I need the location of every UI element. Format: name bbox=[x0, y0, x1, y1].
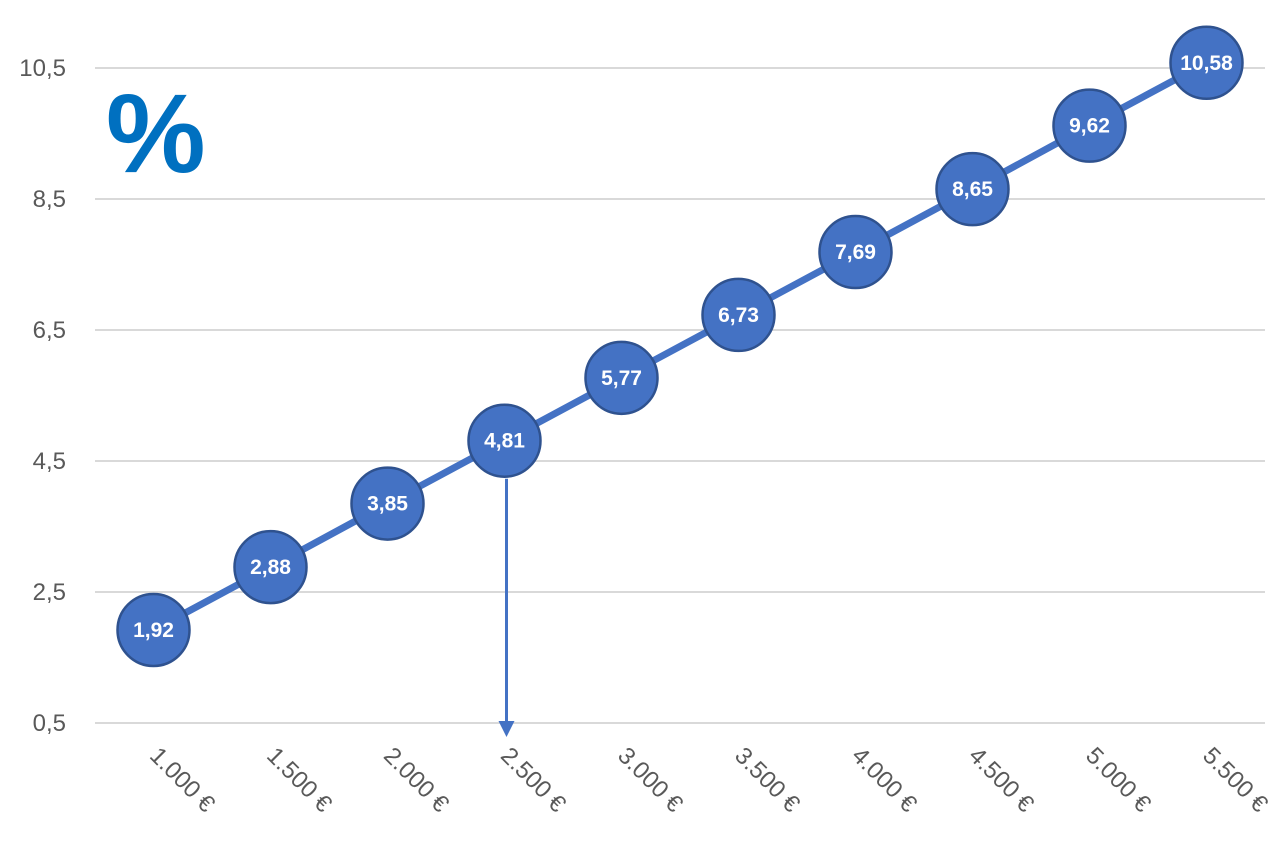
y-axis-ticks: 0,5 2,5 4,5 6,5 8,5 10,5 bbox=[19, 55, 66, 737]
data-point bbox=[233, 529, 308, 605]
x-tick-label: 2.000 € bbox=[378, 742, 454, 818]
data-point bbox=[584, 340, 659, 416]
data-label: 3,85 bbox=[367, 493, 408, 516]
y-tick-label: 0,5 bbox=[33, 710, 66, 737]
x-tick-label: 1.000 € bbox=[144, 742, 220, 818]
data-point bbox=[1169, 25, 1244, 101]
data-markers: 1,92 2,88 3,85 4,81 5,77 6,73 7,69 8,65 9,62 10,5… bbox=[116, 25, 1244, 668]
data-point bbox=[935, 151, 1010, 227]
data-point bbox=[818, 214, 893, 290]
y-tick-label: 2,5 bbox=[33, 579, 66, 606]
x-tick-label: 4.000 € bbox=[846, 742, 922, 818]
y-tick-label: 8,5 bbox=[33, 186, 66, 213]
x-tick-label: 5.500 € bbox=[1197, 742, 1273, 818]
x-tick-label: 1.500 € bbox=[261, 742, 337, 818]
data-point bbox=[350, 466, 425, 541]
x-tick-label: 2.500 € bbox=[495, 742, 571, 818]
x-tick-label: 3.000 € bbox=[612, 742, 688, 818]
x-tick-label: 3.500 € bbox=[729, 742, 805, 818]
data-label: 9,62 bbox=[1069, 115, 1110, 138]
data-label: 5,77 bbox=[601, 367, 642, 390]
arrow-head bbox=[498, 721, 515, 737]
percent-symbol: % bbox=[106, 71, 206, 196]
y-tick-label: 10,5 bbox=[19, 55, 66, 82]
gridlines bbox=[95, 67, 1265, 724]
data-label: 2,88 bbox=[250, 556, 291, 579]
data-label: 10,58 bbox=[1180, 52, 1233, 75]
callout-arrow bbox=[498, 478, 515, 737]
series-line bbox=[150, 59, 1210, 634]
y-tick-label: 4,5 bbox=[33, 448, 66, 475]
x-tick-label: 4.500 € bbox=[963, 742, 1039, 818]
x-axis-ticks: 1.000 € 1.500 € 2.000 € 2.500 € 3.000 € 3.500… bbox=[144, 742, 1273, 818]
data-point bbox=[1052, 88, 1127, 163]
x-tick-label: 5.000 € bbox=[1080, 742, 1156, 818]
data-label: 4,81 bbox=[484, 430, 525, 453]
data-point bbox=[467, 403, 542, 478]
data-label: 8,65 bbox=[952, 178, 993, 201]
data-label: 6,73 bbox=[718, 304, 759, 327]
y-tick-label: 6,5 bbox=[33, 317, 66, 344]
data-label: 7,69 bbox=[835, 241, 876, 264]
data-label: 1,92 bbox=[133, 619, 174, 642]
data-point bbox=[116, 592, 191, 668]
data-point bbox=[701, 277, 776, 353]
